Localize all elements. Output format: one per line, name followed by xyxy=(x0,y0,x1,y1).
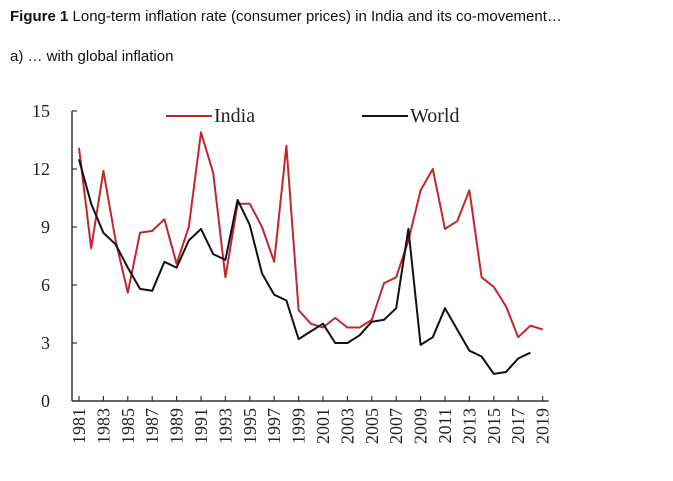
x-tick-label: 1997 xyxy=(264,408,284,444)
x-tick-label: 1995 xyxy=(240,408,260,444)
figure-caption-text: Long-term inflation rate (consumer price… xyxy=(72,8,562,25)
x-tick-label: 2017 xyxy=(508,408,528,444)
x-tick-label: 1993 xyxy=(215,408,235,444)
y-tick-label: 9 xyxy=(41,217,50,237)
figure-label: Figure 1 xyxy=(10,8,69,25)
x-tick-label: 2009 xyxy=(411,408,431,444)
x-tick-label: 1985 xyxy=(118,408,138,444)
x-tick-label: 2015 xyxy=(484,408,504,444)
figure-subcaption: a) … with global inflation xyxy=(10,48,174,65)
y-tick-label: 15 xyxy=(32,101,50,121)
figure-caption: Figure 1 Long-term inflation rate (consu… xyxy=(10,8,665,25)
chart-legend: India World xyxy=(166,105,460,127)
series-line-world xyxy=(78,159,531,375)
x-tick-label: 1983 xyxy=(93,408,113,444)
chart-axes: 0 3 6 9 12 15 1981 1983 1985 1987 1989 1991 1993 1995… xyxy=(32,101,553,444)
x-tick-label: 1989 xyxy=(167,408,187,444)
x-tick-label: 1981 xyxy=(69,408,89,444)
x-tick-label: 1987 xyxy=(142,408,162,444)
x-tick-label: 2013 xyxy=(459,408,479,444)
y-tick-label: 3 xyxy=(41,333,50,353)
x-tick-label: 1999 xyxy=(289,408,309,444)
y-tick-label: 6 xyxy=(41,275,50,295)
x-tick-label: 2011 xyxy=(435,408,455,443)
legend-label-world: World xyxy=(410,105,460,127)
x-tick-label: 2019 xyxy=(533,408,553,444)
y-tick-label: 0 xyxy=(41,391,50,411)
y-tick-label: 12 xyxy=(32,159,50,179)
series-line-india xyxy=(78,131,543,339)
x-tick-label: 1991 xyxy=(191,408,211,444)
x-tick-label: 2001 xyxy=(313,408,333,444)
x-tick-label: 2007 xyxy=(386,408,406,444)
chart-series xyxy=(78,131,543,375)
x-tick-label: 2003 xyxy=(337,408,357,444)
x-tick-label: 2005 xyxy=(362,408,382,444)
legend-label-india: India xyxy=(214,105,255,127)
